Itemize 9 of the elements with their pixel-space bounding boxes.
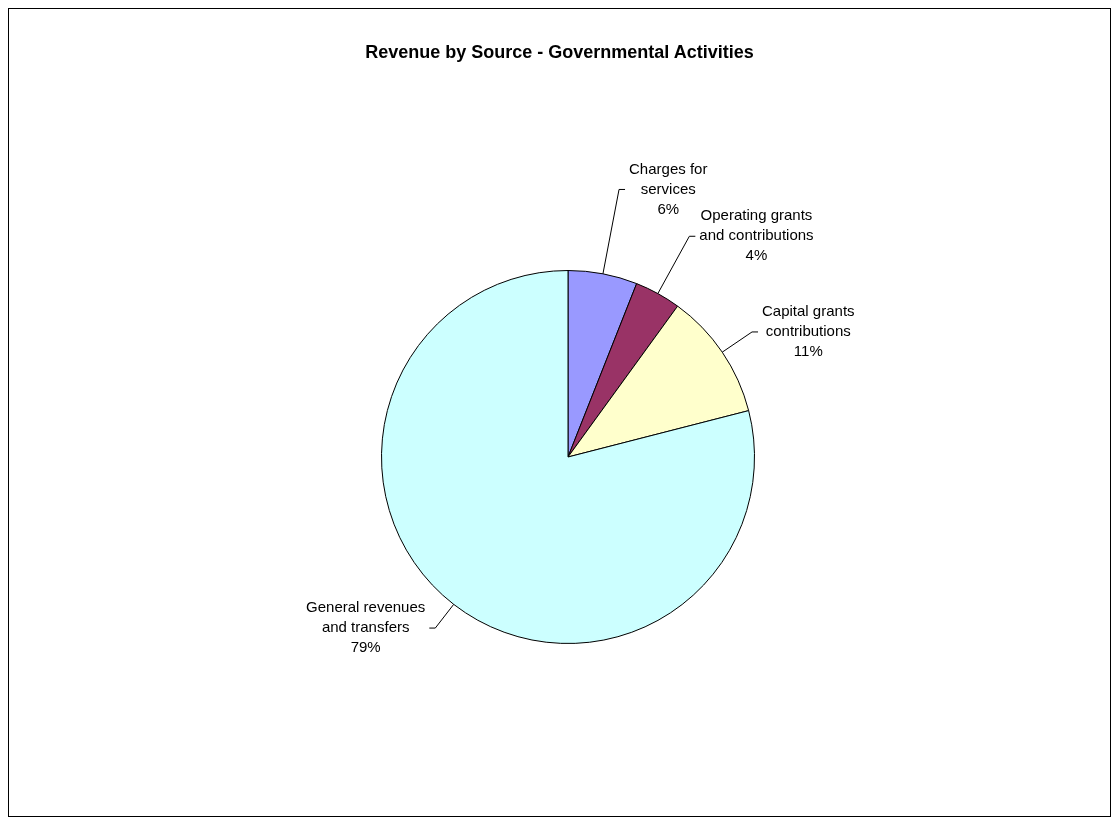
data-label: 6% [657,199,680,217]
slice-label: General revenues and transfers [306,598,426,636]
slice-label: Charges for services [629,159,708,197]
data-label: 4% [745,246,768,264]
data-label: 11% [793,342,823,360]
data-label: 79% [350,638,381,656]
slice-label: Operating grants and contributions [699,206,814,244]
slice-label: Capital grants contributions [762,302,855,340]
chart-title: Revenue by Source - Governmental Activities [365,41,754,62]
